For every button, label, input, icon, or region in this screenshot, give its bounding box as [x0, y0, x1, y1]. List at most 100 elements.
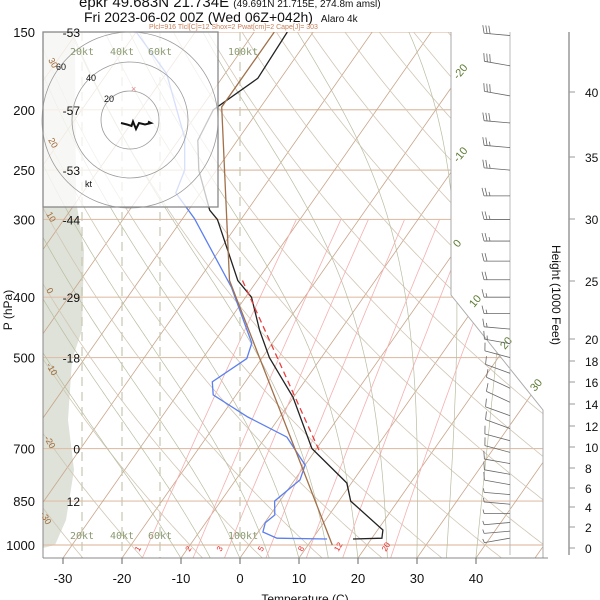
wind-barb-shaft — [484, 144, 511, 148]
wind-barb-feather — [485, 137, 488, 146]
dry-adiabat-100 — [264, 32, 543, 558]
level-temperature-label: -57 — [63, 104, 81, 118]
wind-barb-shaft — [484, 458, 511, 464]
moist-adiabat-25 — [202, 32, 388, 558]
height-tick-label: 14 — [585, 398, 599, 412]
height-tick-label: 4 — [585, 501, 592, 515]
wind-barb-shaft — [484, 522, 511, 526]
wind-barb-feather — [486, 322, 488, 328]
adiabat-label: 20 — [46, 136, 60, 150]
wind-barb — [482, 112, 511, 124]
wind-barb — [484, 425, 511, 442]
height-tick-label: 18 — [585, 355, 599, 369]
isotherm-30 — [387, 32, 543, 558]
isotherm--50 — [43, 32, 336, 558]
hodograph-unit: kt — [85, 179, 93, 189]
model-name: Alaro 4k — [320, 14, 358, 25]
parcel-line — [221, 32, 333, 546]
wind-speed-label: 20kt — [70, 531, 94, 542]
wind-barb-feather — [483, 488, 485, 493]
wind-speed-label: 100kt — [228, 531, 258, 542]
time-title: Fri 2023-06-02 00Z (Wed 06Z+042h) Alaro 4… — [84, 10, 358, 27]
pressure-tick-label: 1000 — [6, 538, 35, 553]
wind-speed-label: 100kt — [228, 47, 258, 58]
isotherm--30 — [43, 32, 454, 558]
wind-barb — [486, 369, 511, 389]
wind-barb-shaft — [484, 469, 511, 475]
wind-barb — [483, 461, 511, 475]
level-temperature-label: -18 — [63, 352, 81, 366]
wind-barb-feather — [482, 520, 485, 525]
wind-barb — [484, 437, 511, 453]
wind-barb-feather — [485, 159, 488, 169]
wind-barb — [482, 25, 511, 36]
pressure-tick-label: 400 — [13, 290, 35, 305]
wind-barb-feather — [485, 112, 488, 122]
height-tick-label: 20 — [585, 333, 599, 347]
mixing-ratio-line-3 — [224, 219, 369, 558]
station-line: epkr 49.683N 21.734E — [79, 0, 230, 11]
hodograph-ring — [100, 90, 160, 150]
wind-barb — [481, 187, 510, 197]
dry-adiabat-130 — [364, 32, 543, 558]
wind-barb-shaft — [485, 364, 511, 374]
mixing-ratio-line-2 — [192, 219, 342, 558]
wind-barb-feather — [486, 83, 488, 92]
wind-barb-shaft — [484, 537, 511, 544]
height-tick-label: 12 — [585, 420, 599, 434]
height-tick-label: 16 — [585, 376, 599, 390]
wind-barb-feather — [482, 137, 485, 146]
wind-barb — [482, 509, 510, 514]
plot-right-border — [450, 32, 544, 558]
adiabat-label: 30 — [46, 56, 60, 70]
wind-barb-feather — [488, 236, 491, 242]
wind-barb-shaft — [486, 390, 511, 403]
wind-barb-feather — [488, 113, 491, 122]
moist-adiabat--5 — [43, 32, 211, 558]
wind-barb-shaft — [484, 530, 511, 534]
wind-barb-feather — [486, 53, 488, 62]
dry-adiabat-80 — [196, 32, 543, 558]
dry-adiabat-40 — [62, 32, 503, 558]
wind-barb-feather — [486, 383, 489, 392]
moist-adiabat-10 — [43, 32, 300, 558]
dry-adiabat-10 — [43, 32, 323, 558]
wind-barb-feather — [483, 83, 485, 92]
mixing-ratio-line-8 — [305, 219, 440, 558]
level-temperature-label: -44 — [63, 213, 81, 227]
wind-barb-feather — [488, 191, 491, 196]
wind-speed-label: 20kt — [70, 47, 94, 58]
wind-speed-label: 60kt — [148, 47, 172, 58]
isotherm-label: 10 — [467, 293, 484, 310]
hodograph-ring-label: 40 — [86, 73, 96, 83]
wind-barb-feather — [484, 187, 488, 196]
wind-barb — [482, 529, 511, 534]
wind-barb-feather — [481, 289, 485, 298]
hodograph-origin-icon: × — [131, 84, 136, 94]
wind-barb — [482, 318, 511, 330]
wind-barb-feather — [485, 398, 487, 407]
hodograph-trace — [120, 118, 154, 132]
dry-adiabat-140 — [398, 32, 543, 558]
hodograph-ring — [71, 61, 189, 179]
wind-barb-feather — [481, 232, 485, 242]
dry-adiabat--10 — [43, 32, 203, 558]
wind-barb-feather — [489, 84, 491, 93]
moist-adiabat-40 — [475, 32, 512, 558]
wind-barb-shaft — [485, 419, 511, 429]
wind-barb — [483, 450, 511, 464]
pressure-tick-label: 200 — [13, 103, 35, 118]
wind-barb — [485, 356, 511, 374]
x-tick-label: 30 — [410, 571, 424, 586]
x-tick-label: 40 — [469, 571, 483, 586]
station-title: epkr 49.683N 21.734E (49.691N 21.715E, 2… — [79, 0, 381, 12]
height-tick-label: 40 — [585, 86, 599, 100]
wind-barb — [481, 211, 510, 220]
y-axis-title: P (hPa) — [1, 290, 15, 330]
wind-speed-label: 40kt — [110, 47, 134, 58]
mixing-ratio-label: 3 — [215, 544, 225, 553]
wind-barb-feather — [483, 497, 485, 503]
wind-barb — [483, 83, 511, 97]
wind-barb-feather — [489, 141, 491, 146]
pressure-tick-label: 850 — [13, 494, 35, 509]
